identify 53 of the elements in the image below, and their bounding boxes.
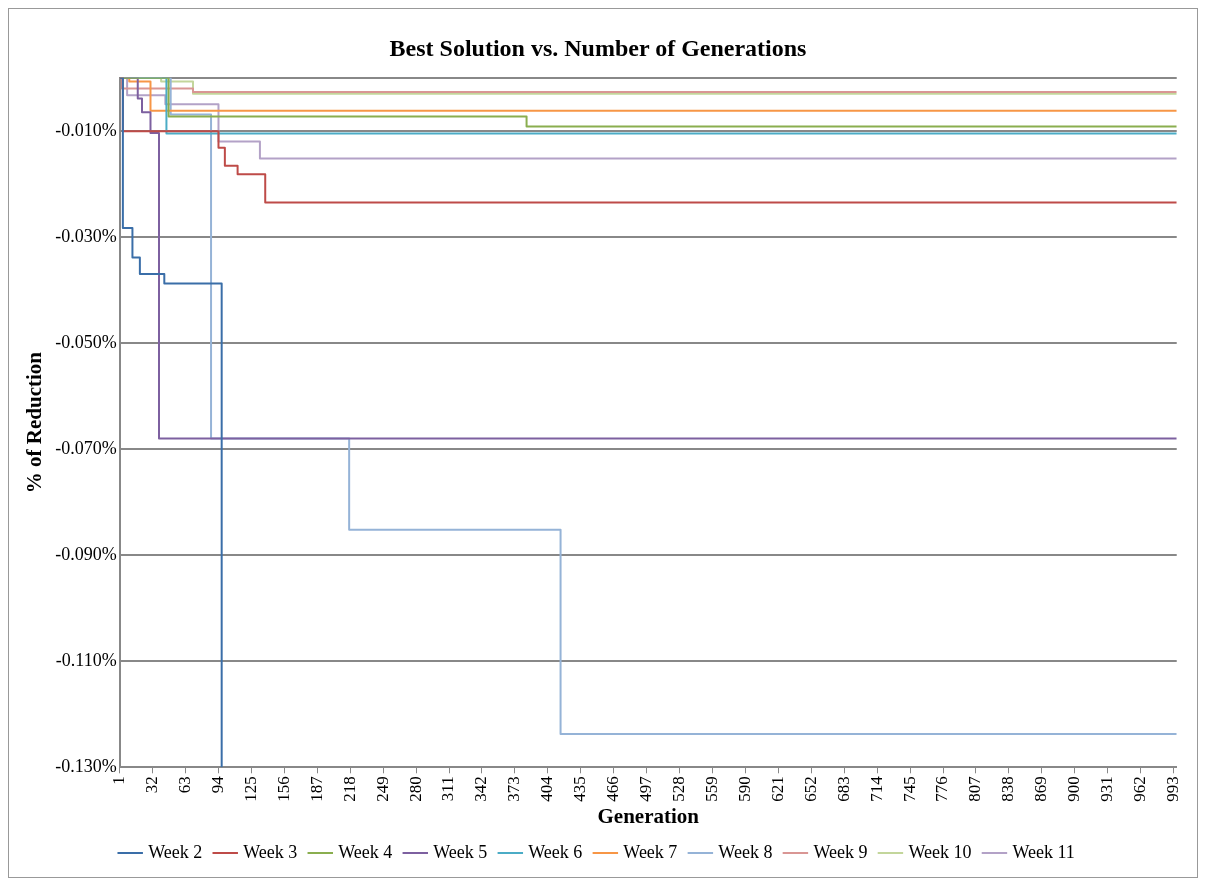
x-axis-title: Generation bbox=[597, 803, 700, 828]
x-tick-label: 218 bbox=[339, 776, 359, 802]
legend-label: Week 7 bbox=[623, 841, 678, 862]
y-tick-label: -0.090% bbox=[55, 543, 117, 564]
x-tick-label: 311 bbox=[438, 776, 458, 802]
x-tick-label: 714 bbox=[866, 775, 886, 802]
legend-label: Week 10 bbox=[908, 841, 972, 862]
y-tick-label: -0.110% bbox=[55, 649, 117, 670]
legend-label: Week 6 bbox=[528, 841, 583, 862]
x-tick-label: 404 bbox=[537, 775, 557, 802]
x-tick-label: 652 bbox=[800, 776, 820, 802]
y-tick-label: -0.070% bbox=[55, 437, 117, 458]
x-tick-label: 280 bbox=[405, 776, 425, 802]
x-tick-label: 497 bbox=[636, 775, 656, 802]
x-tick-label: 993 bbox=[1163, 776, 1183, 802]
y-tick-label: -0.130% bbox=[55, 756, 117, 777]
x-tick-label: 466 bbox=[603, 776, 623, 802]
x-tick-label: 962 bbox=[1130, 776, 1150, 802]
x-tick-label: 900 bbox=[1064, 776, 1084, 802]
x-tick-label: 621 bbox=[767, 776, 787, 802]
x-tick-label: 342 bbox=[471, 776, 491, 802]
y-tick-label: -0.010% bbox=[55, 119, 117, 140]
legend-label: Week 9 bbox=[813, 841, 868, 862]
x-tick-label: 869 bbox=[1031, 776, 1051, 802]
legend-label: Week 4 bbox=[338, 841, 393, 862]
x-tick-label: 187 bbox=[306, 775, 326, 802]
x-tick-label: 63 bbox=[175, 776, 195, 794]
x-tick-label: 156 bbox=[273, 776, 293, 802]
x-tick-label: 838 bbox=[998, 776, 1018, 802]
x-tick-label: 373 bbox=[504, 776, 524, 802]
legend-label: Week 5 bbox=[433, 841, 488, 862]
x-tick-label: 683 bbox=[833, 776, 853, 802]
y-tick-label: -0.050% bbox=[55, 331, 117, 352]
y-axis-title: % of Reduction bbox=[22, 351, 47, 494]
legend-label: Week 11 bbox=[1012, 841, 1075, 862]
x-tick-label: 435 bbox=[570, 776, 590, 802]
x-tick-label: 590 bbox=[734, 776, 754, 802]
x-tick-label: 528 bbox=[669, 776, 689, 802]
legend-label: Week 8 bbox=[718, 841, 773, 862]
x-tick-label: 249 bbox=[372, 776, 392, 802]
y-tick-label: -0.030% bbox=[55, 225, 117, 246]
x-tick-label: 1 bbox=[109, 776, 129, 785]
x-tick-label: 559 bbox=[701, 776, 721, 802]
legend-label: Week 2 bbox=[148, 841, 203, 862]
x-tick-label: 931 bbox=[1097, 776, 1117, 802]
x-tick-label: 807 bbox=[965, 775, 985, 802]
x-tick-label: 94 bbox=[207, 775, 227, 794]
x-tick-label: 125 bbox=[240, 776, 260, 802]
x-tick-label: 776 bbox=[932, 776, 952, 802]
x-tick-label: 32 bbox=[142, 776, 162, 794]
x-tick-label: 745 bbox=[899, 776, 919, 802]
legend-label: Week 3 bbox=[243, 841, 298, 862]
chart-title: Best Solution vs. Number of Generations bbox=[389, 34, 807, 61]
